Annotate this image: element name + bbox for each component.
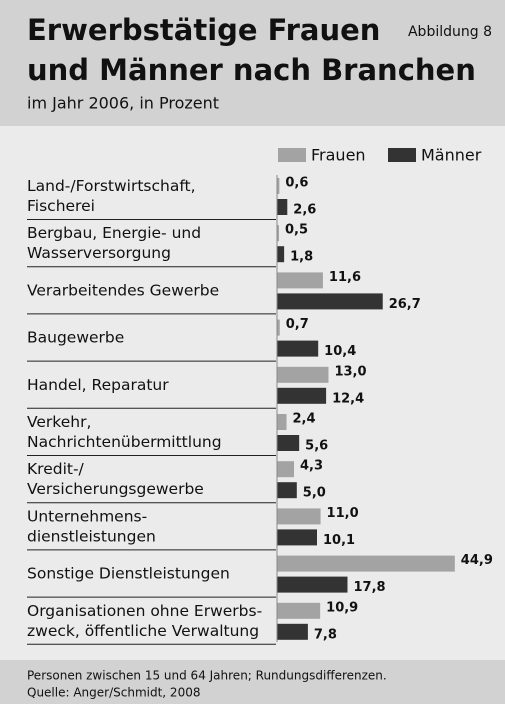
value-label: 11,6 — [329, 270, 361, 285]
legend-swatch — [388, 148, 416, 162]
category-label: Versicherungsgewerbe — [27, 480, 204, 498]
bar — [277, 178, 280, 194]
value-label: 0,6 — [285, 176, 308, 191]
value-label: 11,0 — [327, 506, 359, 521]
value-label: 5,0 — [303, 486, 326, 501]
value-label: 7,8 — [314, 627, 337, 642]
value-label: 17,8 — [353, 580, 385, 595]
value-label: 4,3 — [300, 459, 323, 474]
bar — [277, 435, 300, 451]
value-label: 0,5 — [285, 223, 308, 238]
category-label: Bergbau, Energie- und — [27, 224, 201, 242]
bar — [277, 602, 321, 619]
value-label: 10,4 — [324, 344, 356, 359]
value-label: 26,7 — [389, 297, 421, 312]
bar — [277, 319, 280, 336]
category-label: Baugewerbe — [27, 329, 124, 347]
bar — [277, 461, 295, 478]
category-label: Land-/Forstwirtschaft, — [27, 177, 196, 195]
category-label: Wasserversorgung — [27, 244, 171, 262]
value-label: 0,7 — [286, 317, 309, 332]
chart-title: und Männer nach Branchen — [27, 53, 476, 87]
bar — [277, 387, 327, 404]
category-label: Sonstige Dienstleistungen — [27, 565, 230, 583]
note: Quelle: Anger/Schmidt, 2008 — [27, 686, 200, 700]
note: Personen zwischen 15 und 64 Jahren; Rund… — [27, 669, 387, 683]
category-label: Verkehr, — [27, 413, 91, 431]
bar — [277, 508, 321, 525]
value-label: 1,8 — [290, 250, 313, 265]
category-label: zweck, öffentliche Verwaltung — [27, 622, 259, 640]
legend-label: Männer — [421, 146, 482, 165]
category-label: Nachrichtenübermittlung — [27, 433, 222, 451]
category-label: Handel, Reparatur — [27, 376, 169, 394]
category-label: Unternehmens- — [27, 507, 147, 525]
legend-label: Frauen — [311, 146, 366, 165]
bar — [277, 225, 279, 242]
subtitle: im Jahr 2006, in Prozent — [27, 94, 219, 113]
value-label: 2,6 — [293, 203, 316, 218]
bar — [277, 414, 287, 430]
category-label: dienstleistungen — [27, 527, 156, 545]
value-label: 10,9 — [326, 600, 358, 615]
header-band — [0, 0, 505, 126]
bar — [277, 576, 348, 593]
bar — [277, 482, 297, 499]
category-label: Kredit-/ — [27, 460, 85, 478]
bar — [277, 623, 308, 640]
legend-swatch — [278, 148, 306, 162]
bar — [277, 272, 323, 289]
value-label: 10,1 — [323, 533, 355, 548]
value-label: 12,4 — [332, 391, 364, 406]
bar — [277, 555, 455, 572]
value-label: 5,6 — [305, 439, 328, 454]
bar — [277, 340, 319, 357]
value-label: 2,4 — [293, 412, 316, 427]
bar — [277, 199, 288, 215]
category-label: Verarbeitendes Gewerbe — [27, 281, 219, 299]
bar — [277, 529, 317, 546]
value-label: 44,9 — [461, 553, 493, 568]
bar — [277, 246, 285, 263]
bar — [277, 293, 383, 310]
footer-band — [0, 660, 505, 704]
chart-title: Erwerbstätige Frauen — [27, 13, 380, 47]
bar — [277, 366, 329, 383]
category-label: Fischerei — [27, 197, 95, 215]
value-label: 13,0 — [334, 364, 366, 379]
category-label: Organisationen ohne Erwerbs- — [27, 602, 262, 620]
figure-label: Abbildung 8 — [408, 24, 492, 40]
